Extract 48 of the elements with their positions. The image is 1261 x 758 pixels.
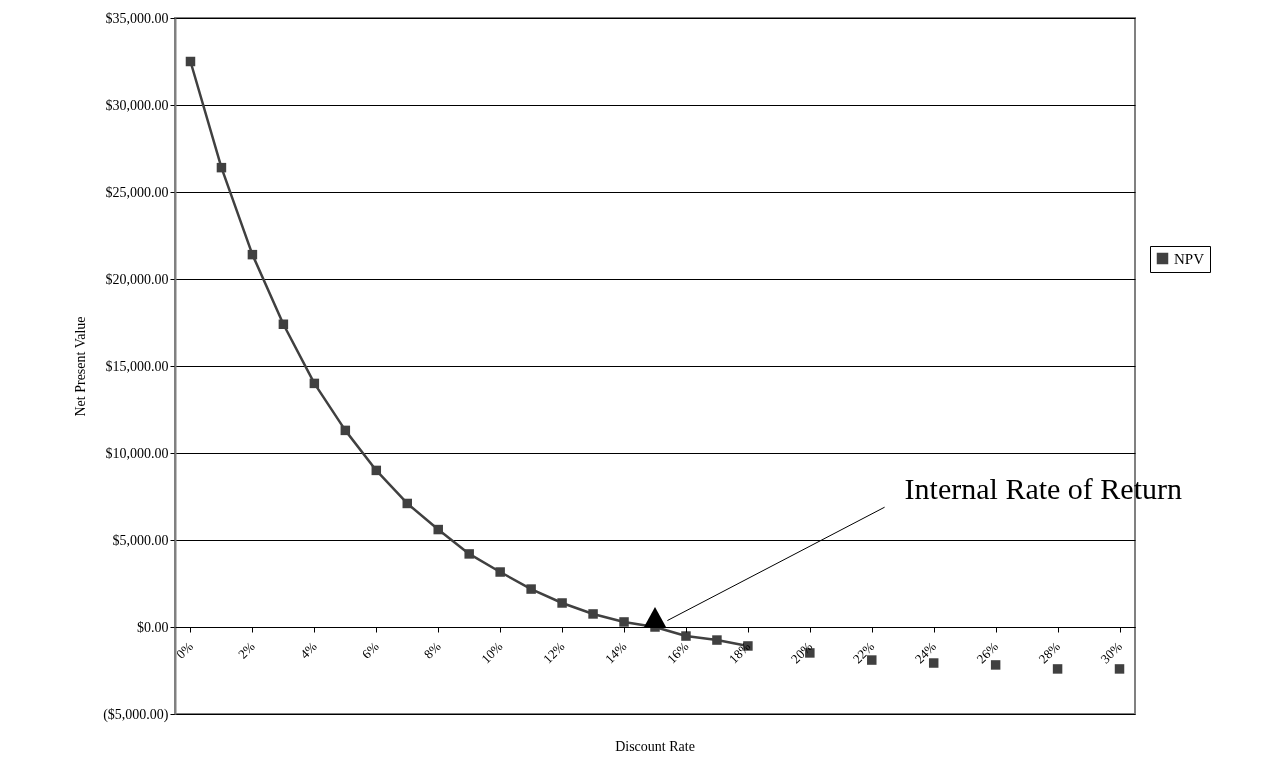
point	[1114, 664, 1125, 674]
x-tick-label: 26%	[973, 638, 1002, 667]
x-tick-label: 28%	[1035, 638, 1064, 667]
point	[588, 609, 598, 619]
x-tick-label: 0%	[173, 638, 197, 662]
point	[433, 524, 443, 535]
point	[278, 319, 289, 329]
x-tick-label: 30%	[1097, 638, 1126, 667]
x-tick-label: 4%	[296, 638, 320, 662]
y-tick-label: ($5,000.00)	[103, 706, 169, 723]
y-tick-label: $30,000.00	[105, 97, 169, 113]
x-axis-title: Discount Rate	[615, 739, 695, 754]
point	[681, 631, 691, 641]
x-tick-label: 16%	[663, 638, 692, 667]
x-tick-label: 8%	[420, 638, 444, 662]
y-tick-label: $35,000.00	[105, 10, 169, 26]
y-tick-label: $20,000.00	[105, 271, 169, 287]
point	[1052, 664, 1063, 674]
x-tick-label: 24%	[911, 638, 940, 667]
point	[309, 378, 320, 389]
point	[371, 465, 382, 476]
y-tick-label: $15,000.00	[105, 358, 169, 374]
point	[557, 598, 567, 608]
point	[495, 567, 505, 577]
x-tick-label: 22%	[849, 638, 878, 667]
y-axis-title: Net Present Value	[73, 316, 89, 417]
point	[712, 635, 722, 645]
x-tick-label: 2%	[235, 638, 258, 662]
y-tick-label: $10,000.00	[105, 445, 169, 461]
y-tick-label: $5,000.00	[112, 532, 169, 548]
annotation: Internal Rate of Return	[904, 472, 1183, 506]
point	[216, 162, 227, 173]
point	[464, 549, 474, 559]
x-tick-label: 14%	[602, 638, 630, 667]
x-tick-label: 18%	[725, 638, 754, 667]
y-tick-label: $0.00	[137, 619, 169, 635]
point	[402, 498, 412, 509]
x-tick-label: 20%	[787, 638, 816, 667]
point	[526, 584, 536, 594]
point	[619, 617, 629, 627]
x-tick-label: 10%	[478, 638, 506, 667]
x-tick-label: 12%	[540, 638, 568, 667]
legend-label: NPV	[1174, 250, 1205, 267]
y-tick-label: $25,000.00	[105, 184, 169, 200]
point	[340, 425, 351, 436]
point	[185, 56, 196, 67]
x-tick-label: 6%	[358, 638, 382, 662]
point	[247, 249, 258, 260]
